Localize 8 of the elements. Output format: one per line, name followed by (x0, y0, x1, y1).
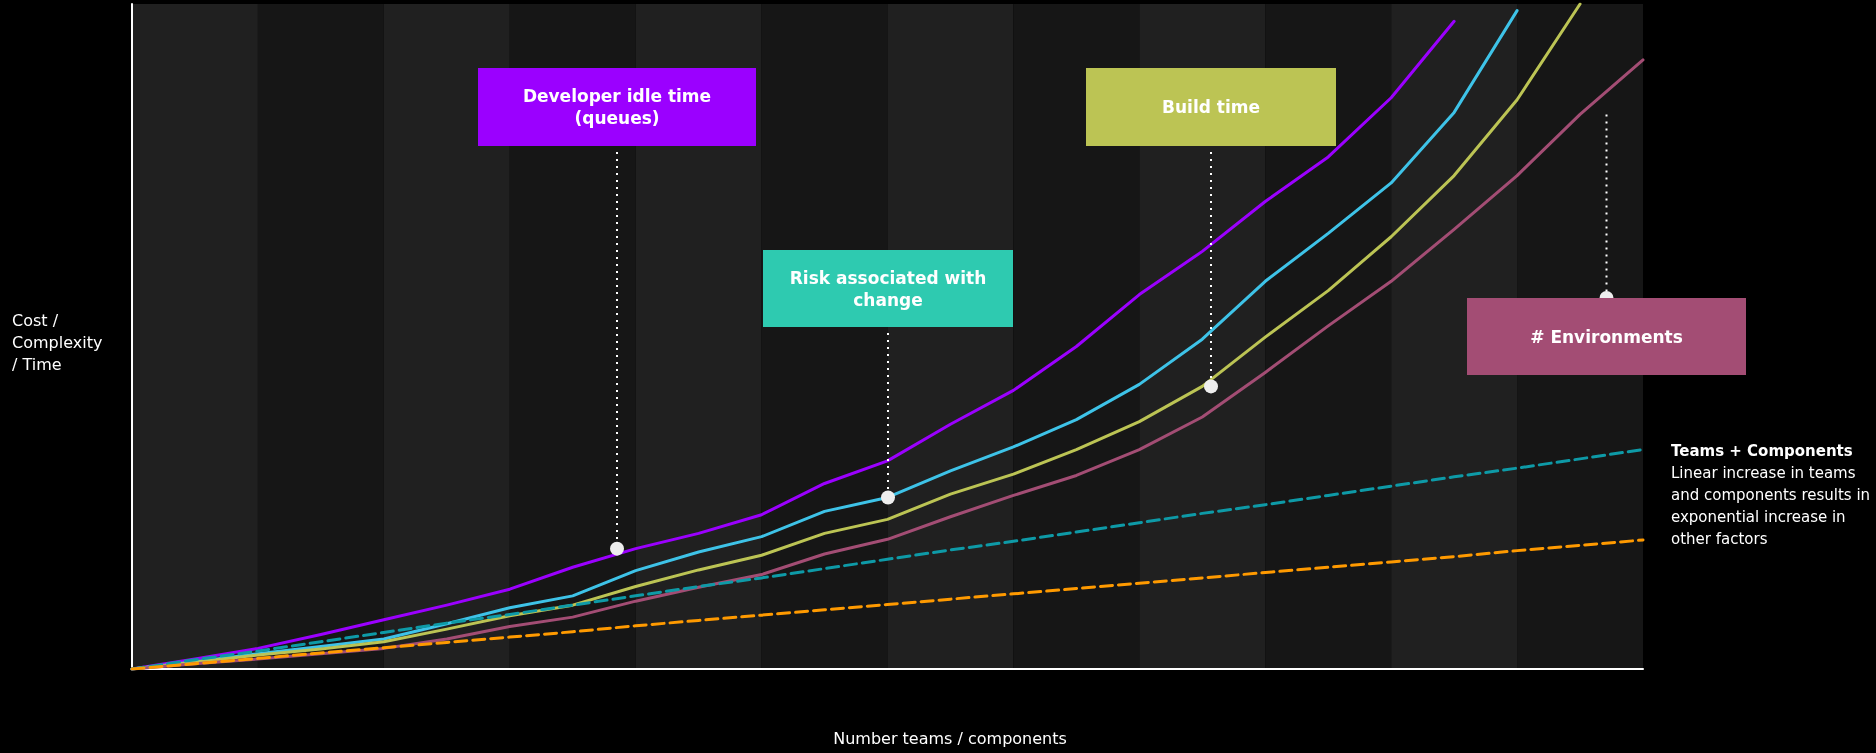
callout-box: Developer idle time (queues) (478, 68, 756, 146)
y-axis-title: Cost / Complexity / Time (12, 310, 104, 376)
text: Linear increase in teams and components results in exponential increase in other factors (1671, 463, 1871, 550)
callout-box: Build time (1086, 68, 1336, 146)
x-axis-title: Number teams / components (832, 728, 1068, 750)
callout-box: # Environments (1467, 298, 1746, 375)
callout-box: Risk associated with change (763, 250, 1013, 327)
text: Teams + Components (1671, 441, 1853, 462)
